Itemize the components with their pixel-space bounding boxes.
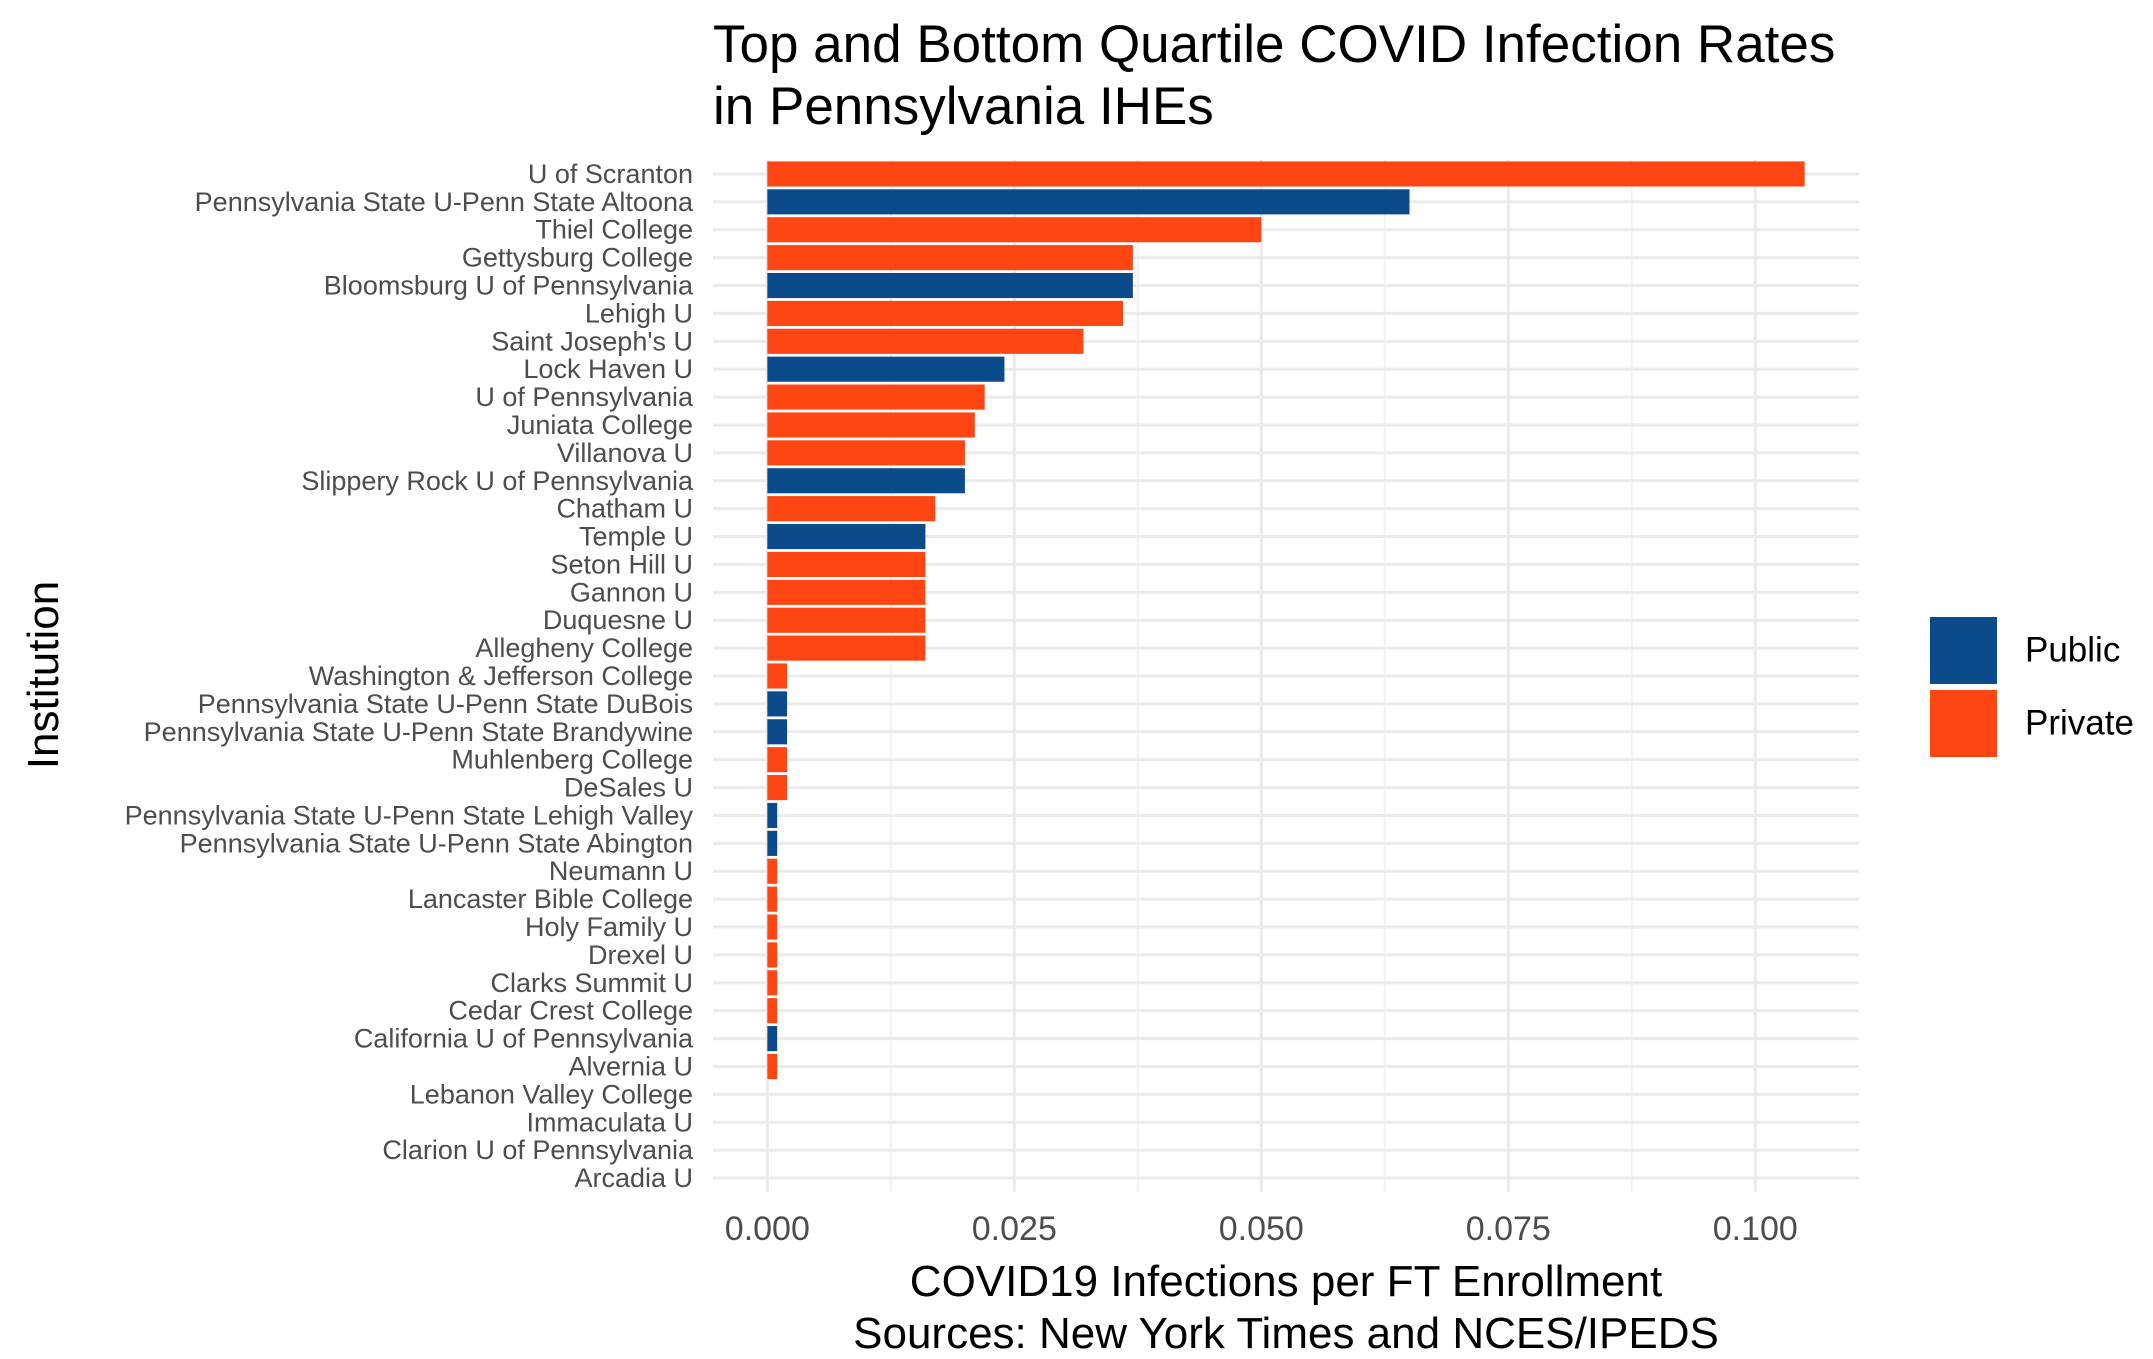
bar [767, 747, 788, 773]
bar [767, 272, 1133, 299]
bar [767, 635, 926, 661]
bar [767, 579, 926, 605]
bar [767, 245, 1133, 271]
y-tick-label: Duquesne U [543, 605, 693, 635]
bar [767, 719, 788, 745]
y-tick-label: Lancaster Bible College [408, 884, 693, 914]
bar [767, 830, 778, 856]
bar [767, 942, 778, 968]
bar [767, 356, 1005, 382]
chart-title-line-2: in Pennsylvania IHEs [713, 77, 1214, 136]
x-axis-title-line-2: Sources: New York Times and NCES/IPEDS [853, 1309, 1719, 1358]
bar [767, 412, 975, 438]
bar [767, 384, 985, 410]
bar [767, 551, 926, 577]
chart-title-line-1: Top and Bottom Quartile COVID Infection … [713, 15, 1835, 74]
y-tick-label: DeSales U [564, 773, 693, 803]
bar [767, 328, 1084, 354]
bar [767, 1053, 778, 1080]
legend-swatch [1930, 690, 1997, 757]
x-tick-label: 0.025 [972, 1210, 1057, 1248]
y-tick-label: Washington & Jefferson College [309, 661, 693, 691]
bar [767, 1026, 778, 1052]
y-tick-label: Allegheny College [475, 633, 693, 663]
legend-label: Private [2025, 704, 2134, 743]
y-tick-label: Lehigh U [585, 298, 693, 328]
y-tick-label: Gettysburg College [462, 243, 693, 273]
bar [767, 161, 1805, 187]
y-tick-label: Clarks Summit U [490, 968, 693, 998]
y-tick-label: Seton Hill U [550, 549, 693, 579]
y-tick-label: Pennsylvania State U-Penn State Altoona [195, 187, 694, 217]
y-tick-label: Neumann U [549, 856, 693, 886]
y-tick-label: Holy Family U [525, 912, 693, 942]
bar [767, 468, 965, 494]
bar [767, 189, 1410, 215]
y-tick-label: Alvernia U [568, 1051, 693, 1081]
bar [767, 300, 1123, 326]
y-tick-label: Pennsylvania State U-Penn State Abington [180, 828, 693, 858]
x-tick-label: 0.075 [1466, 1210, 1551, 1248]
bar [767, 440, 965, 466]
y-tick-label: Gannon U [570, 577, 693, 607]
y-tick-label: Pennsylvania State U-Penn State DuBois [198, 689, 693, 719]
bars [767, 161, 1805, 1080]
y-tick-label: Cedar Crest College [448, 996, 693, 1026]
y-tick-label: Saint Joseph's U [491, 326, 693, 356]
bar [767, 691, 788, 717]
legend-label: Public [2025, 631, 2120, 670]
x-tick-label: 0.050 [1219, 1210, 1304, 1248]
bar [767, 802, 778, 829]
y-tick-label: Drexel U [588, 940, 693, 970]
y-tick-label: Pennsylvania State U-Penn State Lehigh V… [125, 800, 694, 830]
bar [767, 775, 788, 801]
y-tick-label: Lock Haven U [523, 354, 693, 384]
y-axis-title: Institution [19, 581, 68, 769]
y-tick-label: Lebanon Valley College [410, 1079, 693, 1109]
bar [767, 663, 788, 689]
y-tick-label: Temple U [579, 522, 693, 552]
bar [767, 858, 778, 884]
x-tick-label: 0.100 [1713, 1210, 1798, 1248]
y-tick-label: Muhlenberg College [451, 745, 693, 775]
legend: Public Private [1930, 617, 2134, 757]
bar [767, 970, 778, 996]
x-tick-label: 0.000 [725, 1210, 810, 1248]
bar [767, 217, 1262, 243]
y-tick-label: Clarion U of Pennsylvania [382, 1135, 694, 1165]
y-tick-label: Villanova U [557, 438, 693, 468]
y-tick-label: Bloomsburg U of Pennsylvania [324, 271, 694, 301]
y-tick-label: Juniata College [507, 410, 693, 440]
x-tick-labels: 0.000 0.025 0.050 0.075 0.100 [725, 1210, 1798, 1248]
bar [767, 998, 778, 1024]
y-tick-label: California U of Pennsylvania [354, 1024, 694, 1054]
bar [767, 496, 936, 522]
bar [767, 914, 778, 940]
bar [767, 523, 926, 550]
bar [767, 886, 778, 912]
y-tick-label: U of Scranton [528, 159, 693, 189]
y-tick-label: Arcadia U [574, 1163, 693, 1193]
x-axis-title-line-1: COVID19 Infections per FT Enrollment [910, 1257, 1662, 1306]
y-tick-label: Chatham U [556, 494, 693, 524]
plot-area [713, 160, 1859, 1192]
y-tick-label: Immaculata U [526, 1107, 693, 1137]
y-tick-label: Thiel College [535, 215, 693, 245]
y-tick-label: U of Pennsylvania [475, 382, 694, 412]
bar [767, 607, 926, 633]
y-tick-label: Slippery Rock U of Pennsylvania [301, 466, 694, 496]
legend-swatch [1930, 617, 1997, 684]
y-tick-label: Pennsylvania State U-Penn State Brandywi… [144, 717, 693, 747]
